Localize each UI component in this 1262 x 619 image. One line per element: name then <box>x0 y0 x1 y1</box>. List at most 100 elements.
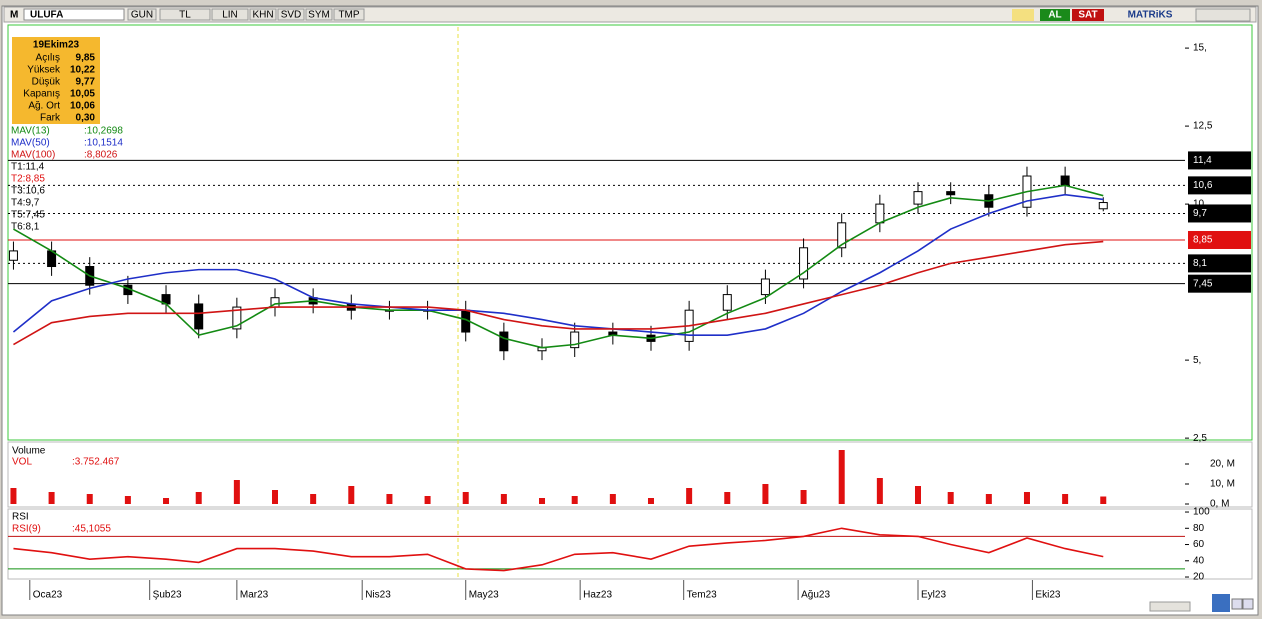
y-tick-label: 80 <box>1193 523 1205 534</box>
y-tick-label: 10, M <box>1210 479 1235 490</box>
volume-bar <box>539 498 546 504</box>
y-tick-label: 100 <box>1193 507 1210 518</box>
info-value: 9,77 <box>76 77 96 88</box>
toolbar-button-label: TMP <box>338 10 359 21</box>
x-tick-label: Eyl23 <box>921 590 946 601</box>
info-value: 10,05 <box>70 89 95 100</box>
scrollbar[interactable] <box>1149 601 1191 612</box>
volume-bar <box>10 488 17 504</box>
legend-name: MAV(13) <box>11 126 50 137</box>
volume-panel <box>7 441 1253 508</box>
toolbar-button-label: SYM <box>308 10 330 21</box>
info-value: 0,30 <box>76 113 96 124</box>
volume-bar <box>1062 494 1069 504</box>
symbol: ULUFA <box>30 10 63 21</box>
level-label: T2:8,85 <box>11 174 45 185</box>
x-tick-label: May23 <box>469 590 499 601</box>
level-tag: 9,7 <box>1193 208 1207 219</box>
moving-average-line <box>12 193 1104 336</box>
candle-body <box>837 222 847 249</box>
volume-bar <box>1023 492 1030 504</box>
sell-button[interactable] <box>1072 9 1104 21</box>
level-label: T6:8,1 <box>11 222 40 233</box>
level-tag-bg <box>1188 254 1251 273</box>
buy-label: AL <box>1048 10 1061 21</box>
brand: MATRiKS <box>1128 10 1173 21</box>
toolbar-button[interactable] <box>211 8 249 21</box>
buy-button[interactable] <box>1040 9 1070 21</box>
level-tag: 10,6 <box>1193 180 1213 191</box>
volume-bar <box>86 494 93 504</box>
info-label: Kapanış <box>23 89 60 100</box>
panel-title: RSI <box>12 512 29 523</box>
volume-bar <box>48 492 55 504</box>
symbol-box[interactable] <box>23 8 125 21</box>
legend-value: :45,1055 <box>72 524 111 535</box>
candle-body <box>232 306 242 330</box>
toolbar-button[interactable] <box>277 8 305 21</box>
refresh-button[interactable] <box>1212 594 1230 612</box>
info-label: Yüksek <box>27 65 61 76</box>
legend-value: :3.752.467 <box>72 457 120 468</box>
level-tag: 8,85 <box>1193 235 1213 246</box>
volume-bar <box>609 494 616 504</box>
volume-bar <box>800 490 807 504</box>
moving-average-line <box>13 240 1104 346</box>
toolbar-button-label: GUN <box>131 10 153 21</box>
volume-bar <box>386 494 393 504</box>
info-date: 19Ekim23 <box>33 40 80 51</box>
volume-bar <box>876 478 883 504</box>
level-tag-bg <box>1188 230 1251 249</box>
candle-body <box>875 203 885 224</box>
legend-name: MAV(100) <box>11 150 55 161</box>
level-label: T1:11,4 <box>11 162 45 173</box>
volume-bar <box>348 486 355 504</box>
volume-bar <box>647 498 654 504</box>
info-label: Düşük <box>32 77 61 88</box>
x-tick-label: Nis23 <box>365 590 391 601</box>
level-tag: 11,4 <box>1193 155 1212 166</box>
x-tick-label: Haz23 <box>583 590 612 601</box>
volume-bar <box>124 496 131 504</box>
toolbar-button[interactable] <box>333 8 365 21</box>
volume-bar <box>762 484 769 504</box>
toolbar-button-label: TL <box>179 10 191 21</box>
rsi-panel <box>7 508 1253 580</box>
y-tick-label: 20 <box>1193 572 1205 583</box>
level-tag-bg <box>1188 151 1251 170</box>
y-tick-label: 10, <box>1193 199 1207 210</box>
toolbar-button[interactable] <box>249 8 277 21</box>
toolbar-button[interactable] <box>127 8 157 21</box>
info-label: Ağ. Ort <box>28 101 60 112</box>
toolbar-button[interactable] <box>305 8 333 21</box>
candle-body <box>799 247 809 280</box>
window-controls[interactable] <box>1195 8 1251 22</box>
panel-title: Volume <box>12 446 46 457</box>
info-value: 9,85 <box>76 53 96 64</box>
toolbar-button[interactable] <box>159 8 211 21</box>
legend-name: RSI(9) <box>12 524 41 535</box>
legend-name: VOL <box>12 457 32 468</box>
y-tick-label: 60 <box>1193 539 1205 550</box>
tool-icons[interactable] <box>1012 9 1034 21</box>
scroll-right[interactable] <box>1242 598 1254 610</box>
toolbar-button-label: KHN <box>252 10 273 21</box>
y-tick-label: 2,5 <box>1193 433 1207 444</box>
volume-bar <box>838 450 845 504</box>
level-tag-bg <box>1188 274 1251 293</box>
candle-body <box>194 303 204 330</box>
price-panel <box>7 24 1253 441</box>
sell-label: SAT <box>1078 10 1097 21</box>
candle-body <box>913 191 923 205</box>
legend-value: :10,1514 <box>84 138 123 149</box>
candle-body <box>946 191 956 196</box>
volume-bar <box>985 494 992 504</box>
volume-bar <box>462 492 469 504</box>
x-tick-label: Şub23 <box>153 590 182 601</box>
scroll-left[interactable] <box>1231 598 1243 610</box>
candle-body <box>570 331 580 349</box>
x-tick-label: Tem23 <box>687 590 717 601</box>
level-label: T5:7,45 <box>11 210 45 221</box>
rsi-line <box>13 527 1104 572</box>
